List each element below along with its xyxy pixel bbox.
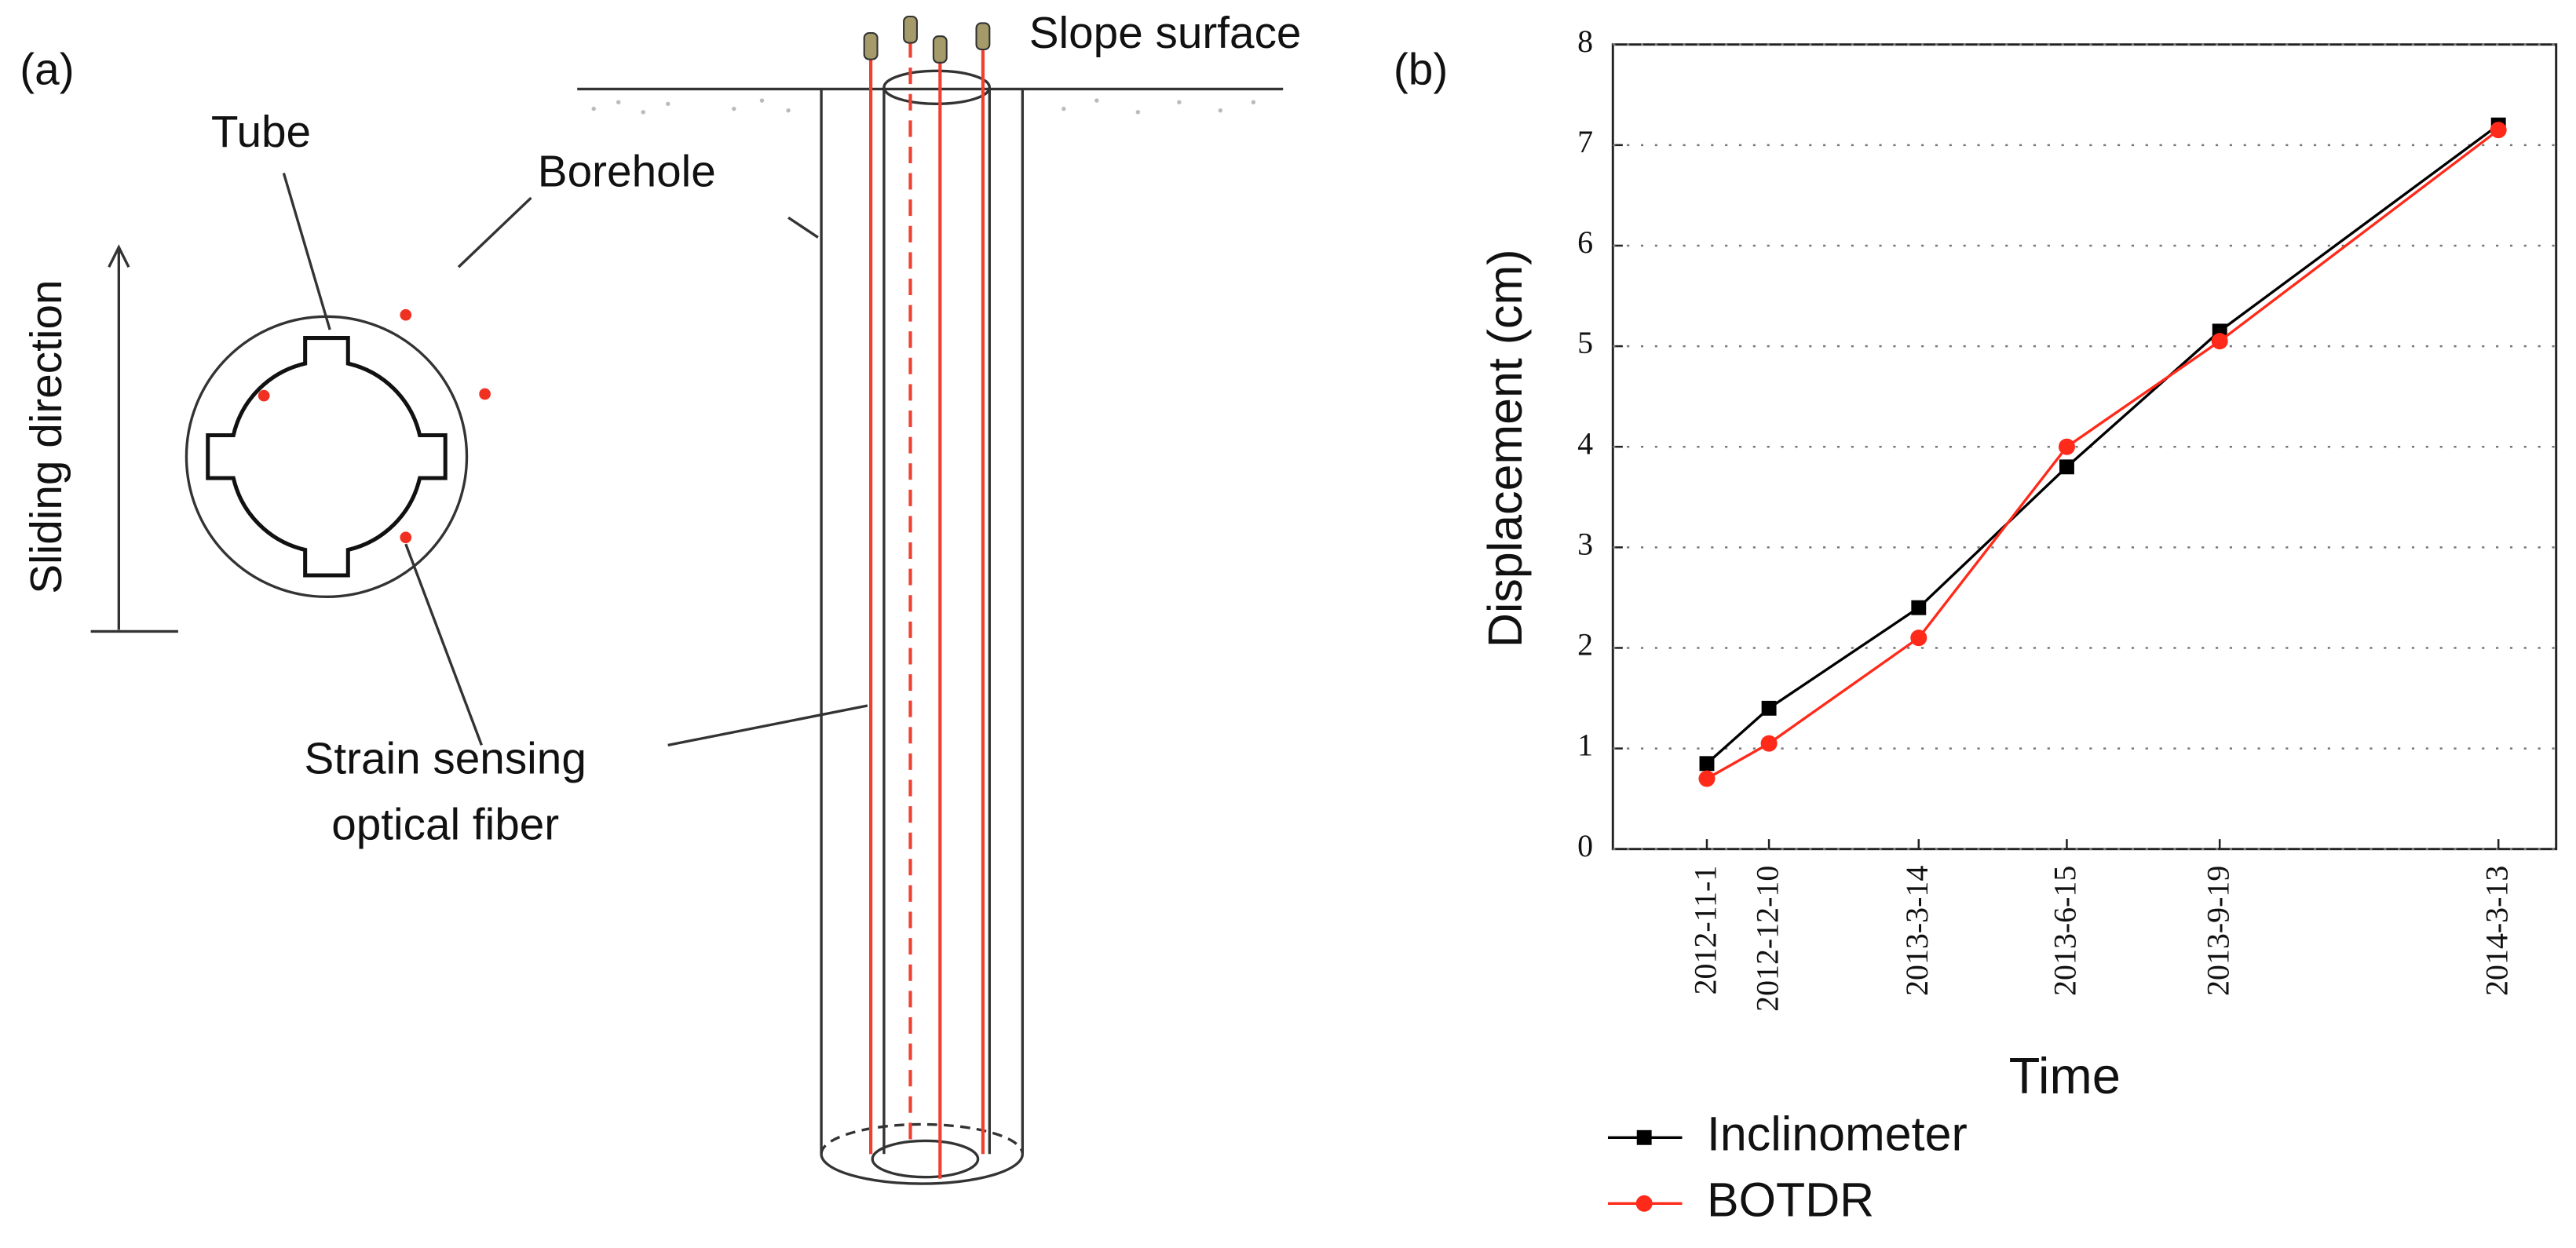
y-tick-label: 8 — [1577, 24, 1593, 59]
legend-marker — [1636, 1129, 1652, 1145]
borehole-section — [185, 315, 469, 599]
borehole-bottom-back — [820, 1122, 1025, 1155]
borehole-label: Borehole — [538, 148, 716, 197]
borehole-leader — [457, 196, 532, 268]
marker — [1698, 770, 1716, 787]
x-tick-label: 2013-9-19 — [2200, 866, 2235, 996]
x-tick-label: 2014-3-13 — [2479, 866, 2514, 996]
fiber-label: Strain sensing — [305, 734, 586, 783]
fiber-label: optical fiber — [331, 800, 559, 849]
diagram: (a) Tube Borehole Sliding direction Stra… — [20, 9, 1302, 1185]
soil-hatch — [591, 98, 1256, 115]
tube-leader — [282, 173, 331, 330]
panel-label: (b) — [1394, 45, 1448, 94]
x-tick-label: 2013-3-14 — [1899, 866, 1935, 996]
marker — [2058, 438, 2075, 455]
y-tick-label: 7 — [1577, 124, 1593, 159]
connectors — [863, 15, 991, 64]
series-line — [1705, 123, 2500, 765]
sliding-label: Sliding direction — [22, 279, 71, 593]
chart: (b) Time Displacement (cm) 0 1 2 3 4 5 6 7 8 2012… — [1394, 24, 2558, 1226]
x-tick-label: 2012-12-10 — [1749, 866, 1785, 1012]
y-tick-label: 2 — [1577, 627, 1593, 662]
borehole-leader — [787, 216, 819, 239]
y-tick-label: 1 — [1577, 728, 1593, 763]
arrow-head — [108, 244, 130, 268]
marker — [1699, 756, 1715, 772]
marker — [1911, 600, 1927, 615]
marker — [2211, 333, 2228, 350]
y-axis-label: Displacement (cm) — [1478, 249, 1532, 648]
x-axis-label: Time — [2009, 1047, 2121, 1104]
y-tick-label: 3 — [1577, 526, 1593, 561]
marker — [1761, 700, 1777, 716]
y-tick-label: 6 — [1577, 224, 1593, 260]
x-tick-label: 2012-11-1 — [1687, 866, 1723, 995]
marker — [2490, 122, 2507, 139]
tube-bottom — [871, 1139, 980, 1179]
marker — [1760, 735, 1778, 752]
legend-label: Inclinometer — [1707, 1107, 1968, 1160]
y-tick-label: 4 — [1577, 425, 1593, 461]
legend-marker — [1635, 1195, 1653, 1212]
panel-label: (a) — [20, 45, 74, 94]
fiber-leader — [404, 543, 483, 746]
marker — [1910, 629, 1927, 647]
tube-top — [882, 69, 992, 106]
y-tick-label: 0 — [1577, 828, 1593, 863]
tube-label: Tube — [211, 108, 311, 157]
fiber-dots — [258, 308, 491, 544]
y-tick-label: 5 — [1577, 325, 1593, 360]
borehole-bottom — [820, 1154, 1025, 1185]
tube-section — [206, 336, 448, 578]
x-tick-label: 2013-6-15 — [2048, 866, 2083, 996]
marker — [2059, 459, 2074, 475]
legend-label: BOTDR — [1707, 1173, 1874, 1226]
series-line — [1706, 129, 2500, 780]
surface-label: Slope surface — [1029, 9, 1302, 58]
fiber-leader — [667, 704, 868, 747]
